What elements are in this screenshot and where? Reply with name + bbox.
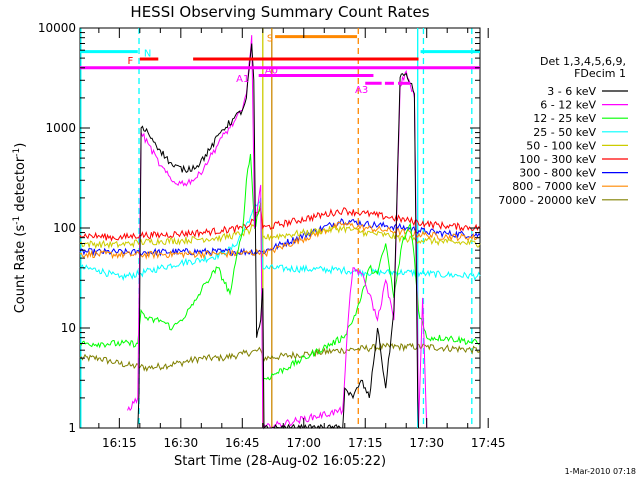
y-tick-label: 10 bbox=[61, 321, 76, 335]
y-label-suffix: ) bbox=[13, 143, 28, 148]
series-line-3-6-kev bbox=[137, 43, 419, 430]
legend-header-line: Det 1,3,4,5,6,9, bbox=[540, 55, 626, 68]
legend-label-50-100-kev: 50 - 100 keV bbox=[526, 139, 596, 152]
legend-label-25-50-kev: 25 - 50 keV bbox=[533, 126, 596, 139]
series-line-800-7000-kev bbox=[79, 221, 481, 260]
y-axis-ticks: 1 10 100 1000 10000 bbox=[38, 21, 480, 435]
y-label-exp2: -1 bbox=[12, 148, 22, 157]
x-tick-label: 16:30 bbox=[164, 436, 199, 450]
flag-label-n: N bbox=[144, 48, 151, 59]
legend-label-300-800-kev: 300 - 800 keV bbox=[519, 167, 596, 180]
y-label-mid: detector bbox=[13, 156, 28, 216]
x-axis-label: Start Time (28-Aug-02 16:05:22) bbox=[174, 454, 386, 469]
flag-labels: NF S A0 A1 A3 bbox=[128, 34, 369, 96]
series-line-50-100-kev bbox=[79, 208, 481, 250]
legend-label-100-300-kev: 100 - 300 keV bbox=[519, 153, 596, 166]
plot-area: NF S A0 A1 A3 16:15 16:30 16:45 17:00 17:15 17:30… bbox=[38, 21, 506, 450]
x-tick-label: 16:15 bbox=[102, 436, 137, 450]
legend-label-12-25-kev: 12 - 25 keV bbox=[533, 112, 596, 125]
series-line-100-300-kev bbox=[79, 207, 481, 242]
x-tick-label: 16:45 bbox=[225, 436, 260, 450]
chart-title: HESSI Observing Summary Count Rates bbox=[130, 3, 429, 21]
series-line-6-12-kev bbox=[127, 35, 428, 429]
flag-label-a1: A1 bbox=[236, 74, 249, 85]
flag-label-f: F bbox=[128, 56, 134, 67]
y-label-prefix: Count Rate (s bbox=[13, 225, 28, 314]
series-line-12-25-kev bbox=[79, 153, 481, 382]
y-axis-label: Count Rate (s-1 detector-1) bbox=[12, 143, 28, 314]
legend-header-line: FDecim 1 bbox=[574, 67, 626, 80]
legend-label-7000-20000-kev: 7000 - 20000 keV bbox=[498, 194, 596, 207]
x-tick-label: 17:15 bbox=[348, 436, 383, 450]
legend-label-800-7000-kev: 800 - 7000 keV bbox=[512, 180, 596, 193]
flag-label-s: S bbox=[267, 34, 273, 45]
x-axis-ticks: 16:15 16:30 16:45 17:00 17:15 17:30 17:45 bbox=[98, 28, 506, 450]
series-layer bbox=[79, 35, 481, 430]
y-tick-label: 1 bbox=[68, 421, 76, 435]
series-line-25-50-kev bbox=[79, 197, 481, 282]
x-tick-label: 17:00 bbox=[286, 436, 321, 450]
y-tick-label: 10000 bbox=[38, 21, 76, 35]
y-tick-label: 1000 bbox=[45, 121, 76, 135]
y-tick-label: 100 bbox=[53, 221, 76, 235]
flag-label-a3: A3 bbox=[355, 85, 368, 96]
legend-label-3-6-kev: 3 - 6 keV bbox=[547, 85, 596, 98]
flag-label-a0: A0 bbox=[265, 65, 278, 76]
series-line-7000-20000-kev bbox=[79, 342, 481, 372]
legend-label-6-12-kev: 6 - 12 keV bbox=[540, 99, 596, 112]
footer-timestamp: 1-Mar-2010 07:18 bbox=[565, 467, 636, 476]
x-tick-label: 17:45 bbox=[471, 436, 506, 450]
flag-bars bbox=[80, 35, 480, 85]
y-label-exp1: -1 bbox=[12, 216, 22, 225]
x-tick-label: 17:30 bbox=[409, 436, 444, 450]
